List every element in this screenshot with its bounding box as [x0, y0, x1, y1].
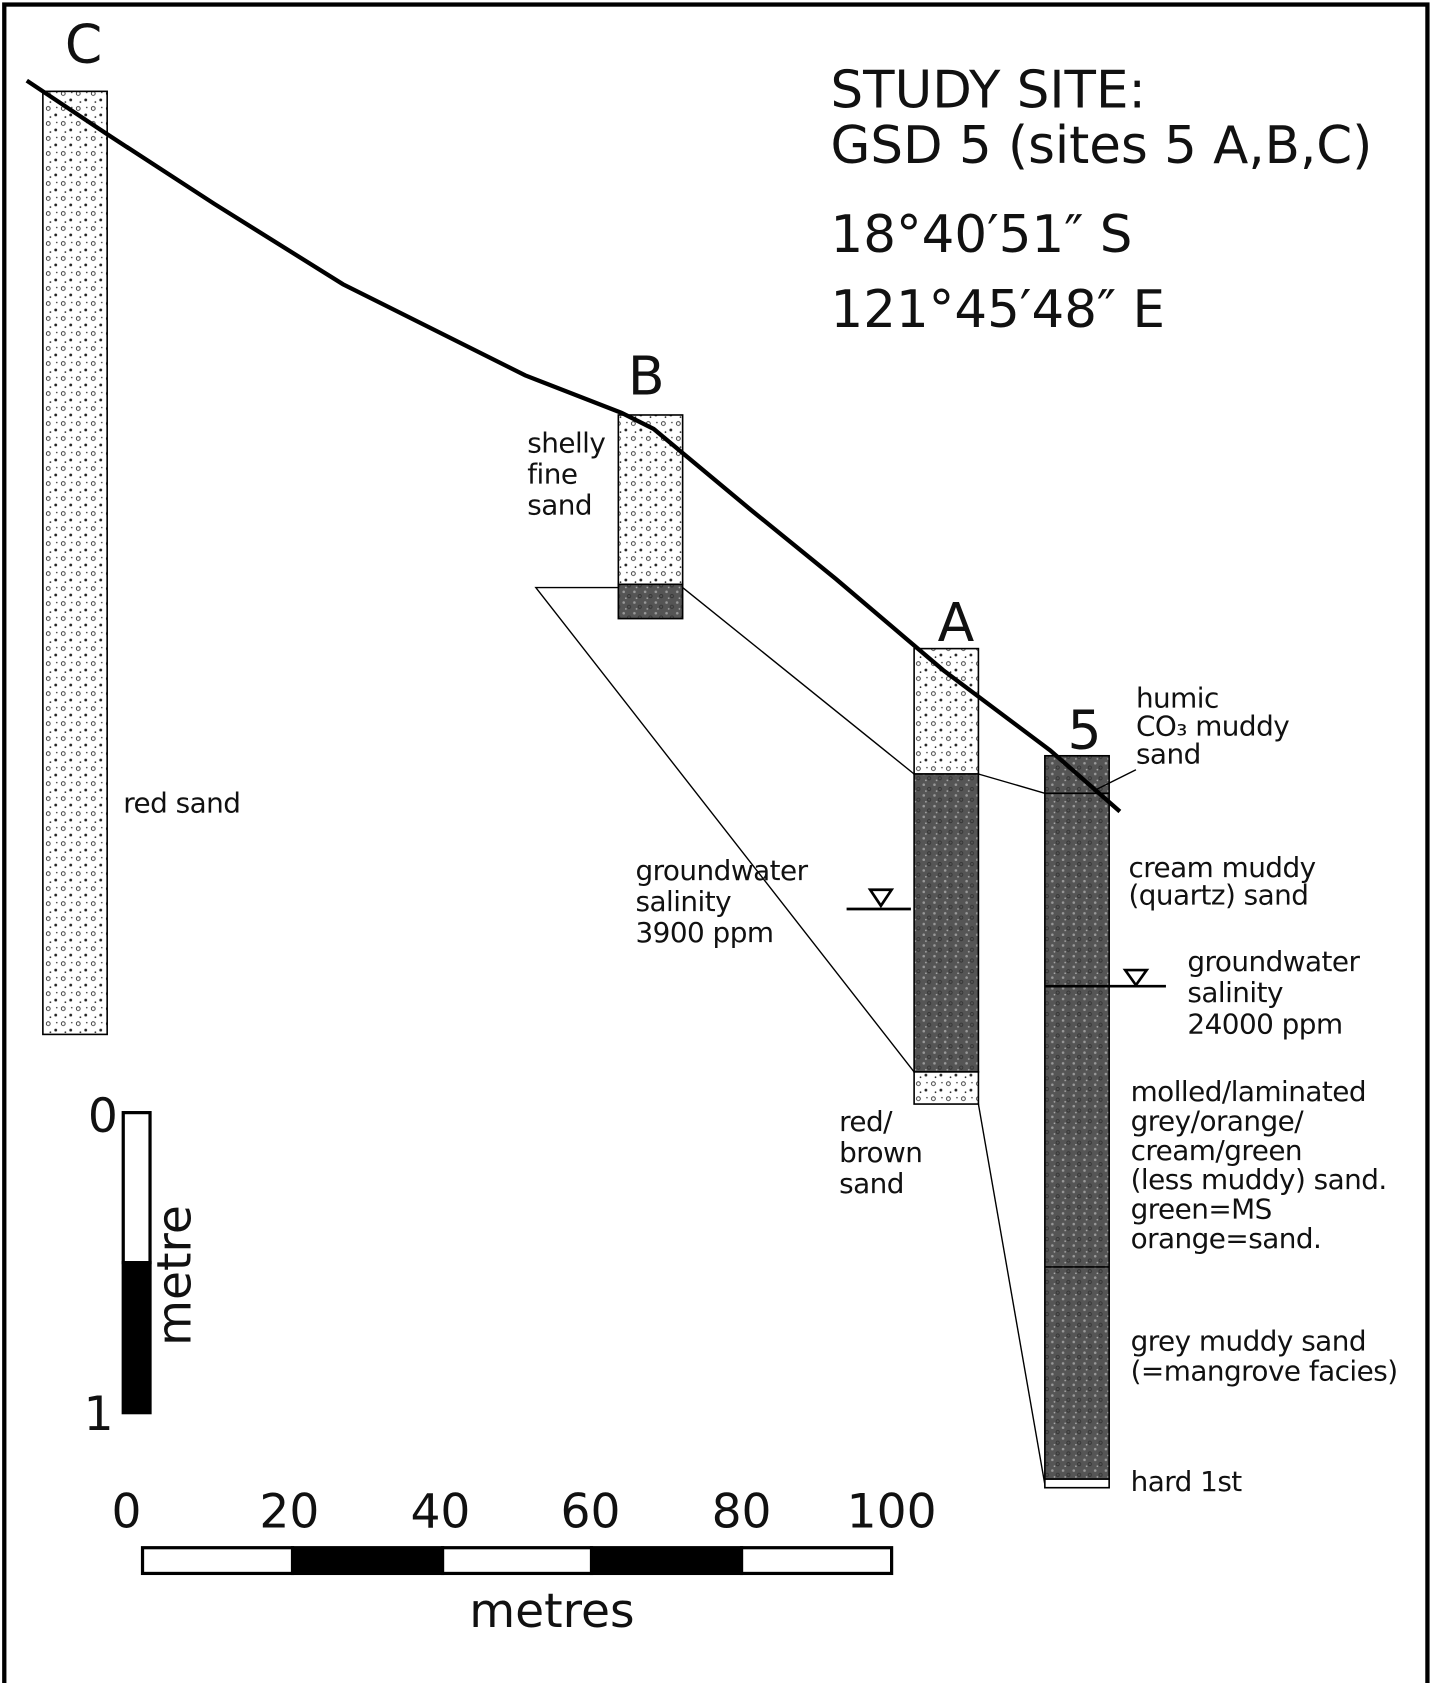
- water-table-a: [847, 890, 911, 909]
- scale-tick-label: 0: [111, 1484, 141, 1539]
- vertical-scale-black: [123, 1263, 150, 1413]
- scale-label: metres: [469, 1584, 634, 1639]
- core-a-sand: [914, 649, 978, 774]
- core-c: [43, 91, 107, 1034]
- core-5-hard: [1045, 1479, 1109, 1488]
- cross-section-diagram: STUDY SITE:GSD 5 (sites 5 A,B,C) 18°40′51…: [0, 0, 1436, 1683]
- annotation: orange=sand.: [1131, 1222, 1322, 1255]
- header-line: GSD 5 (sites 5 A,B,C): [831, 116, 1373, 176]
- annotation: hard 1st: [1131, 1465, 1243, 1498]
- annotation: red/: [839, 1105, 893, 1138]
- core-5: [1045, 756, 1109, 1479]
- annotation: (=mangrove facies): [1131, 1355, 1398, 1388]
- site-label: A: [938, 591, 975, 654]
- scale-tick-label: 100: [847, 1484, 937, 1539]
- annotation: (less muddy) sand.: [1131, 1163, 1387, 1196]
- site-label: 5: [1067, 698, 1101, 761]
- annotation: red sand: [123, 787, 240, 820]
- annotation: shelly: [527, 426, 605, 459]
- annotation: fine: [527, 458, 577, 491]
- annotation: green=MS: [1131, 1193, 1272, 1226]
- annotation: cream/green: [1131, 1134, 1302, 1167]
- annotation: grey muddy sand: [1131, 1325, 1366, 1358]
- annotation: 3900 ppm: [635, 916, 773, 949]
- scale-tick-label: 20: [259, 1484, 319, 1539]
- core-a-dark: [914, 774, 978, 1072]
- annotation: salinity: [635, 885, 731, 918]
- frame: [4, 5, 1427, 1683]
- annotation: sand: [839, 1167, 904, 1200]
- header-line: 18°40′51″ S: [831, 205, 1133, 265]
- annotation: brown: [839, 1136, 922, 1169]
- annotation: salinity: [1187, 976, 1283, 1009]
- scale-tick-label: 40: [410, 1484, 470, 1539]
- core-b-sand: [618, 415, 682, 584]
- annotation: 24000 ppm: [1187, 1007, 1342, 1040]
- header-line: STUDY SITE:: [831, 60, 1146, 120]
- scale-tick-label: 80: [712, 1484, 772, 1539]
- core-b-dark: [618, 584, 682, 618]
- annotation: groundwater: [1187, 945, 1360, 978]
- annotation: (quartz) sand: [1128, 879, 1308, 912]
- header-line: 121°45′48″ E: [831, 280, 1165, 340]
- scale-tick-label: 1: [84, 1387, 114, 1442]
- vertical-scale-white: [123, 1113, 150, 1263]
- annotation: groundwater: [635, 854, 808, 887]
- scale-tick-label: 0: [88, 1089, 118, 1144]
- annotation: molled/laminated: [1131, 1075, 1366, 1108]
- page: STUDY SITE:GSD 5 (sites 5 A,B,C) 18°40′51…: [0, 0, 1436, 1683]
- annotation: sand: [1136, 737, 1201, 770]
- scale-label: metre: [148, 1205, 203, 1346]
- horizontal-scale: [143, 1548, 892, 1574]
- annotation: sand: [527, 489, 592, 522]
- site-label: B: [628, 345, 665, 408]
- scale-tick-label: 60: [560, 1484, 620, 1539]
- annotation: grey/orange/: [1131, 1104, 1305, 1137]
- site-label: C: [65, 12, 102, 75]
- core-a-base: [914, 1072, 978, 1104]
